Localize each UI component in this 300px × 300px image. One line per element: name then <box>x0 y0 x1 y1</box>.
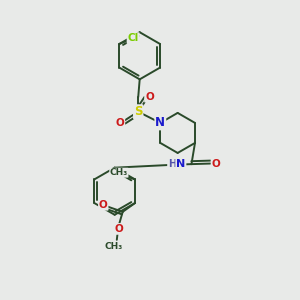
Text: O: O <box>116 118 124 128</box>
Text: O: O <box>115 224 123 234</box>
Text: Cl: Cl <box>128 33 139 43</box>
Text: O: O <box>145 92 154 102</box>
Text: O: O <box>99 200 108 210</box>
Text: N: N <box>176 159 185 170</box>
Text: O: O <box>212 158 220 169</box>
Text: S: S <box>134 105 142 118</box>
Text: H: H <box>168 159 176 170</box>
Text: N: N <box>155 116 165 129</box>
Text: CH₃: CH₃ <box>105 242 123 251</box>
Text: CH₃: CH₃ <box>110 168 128 177</box>
